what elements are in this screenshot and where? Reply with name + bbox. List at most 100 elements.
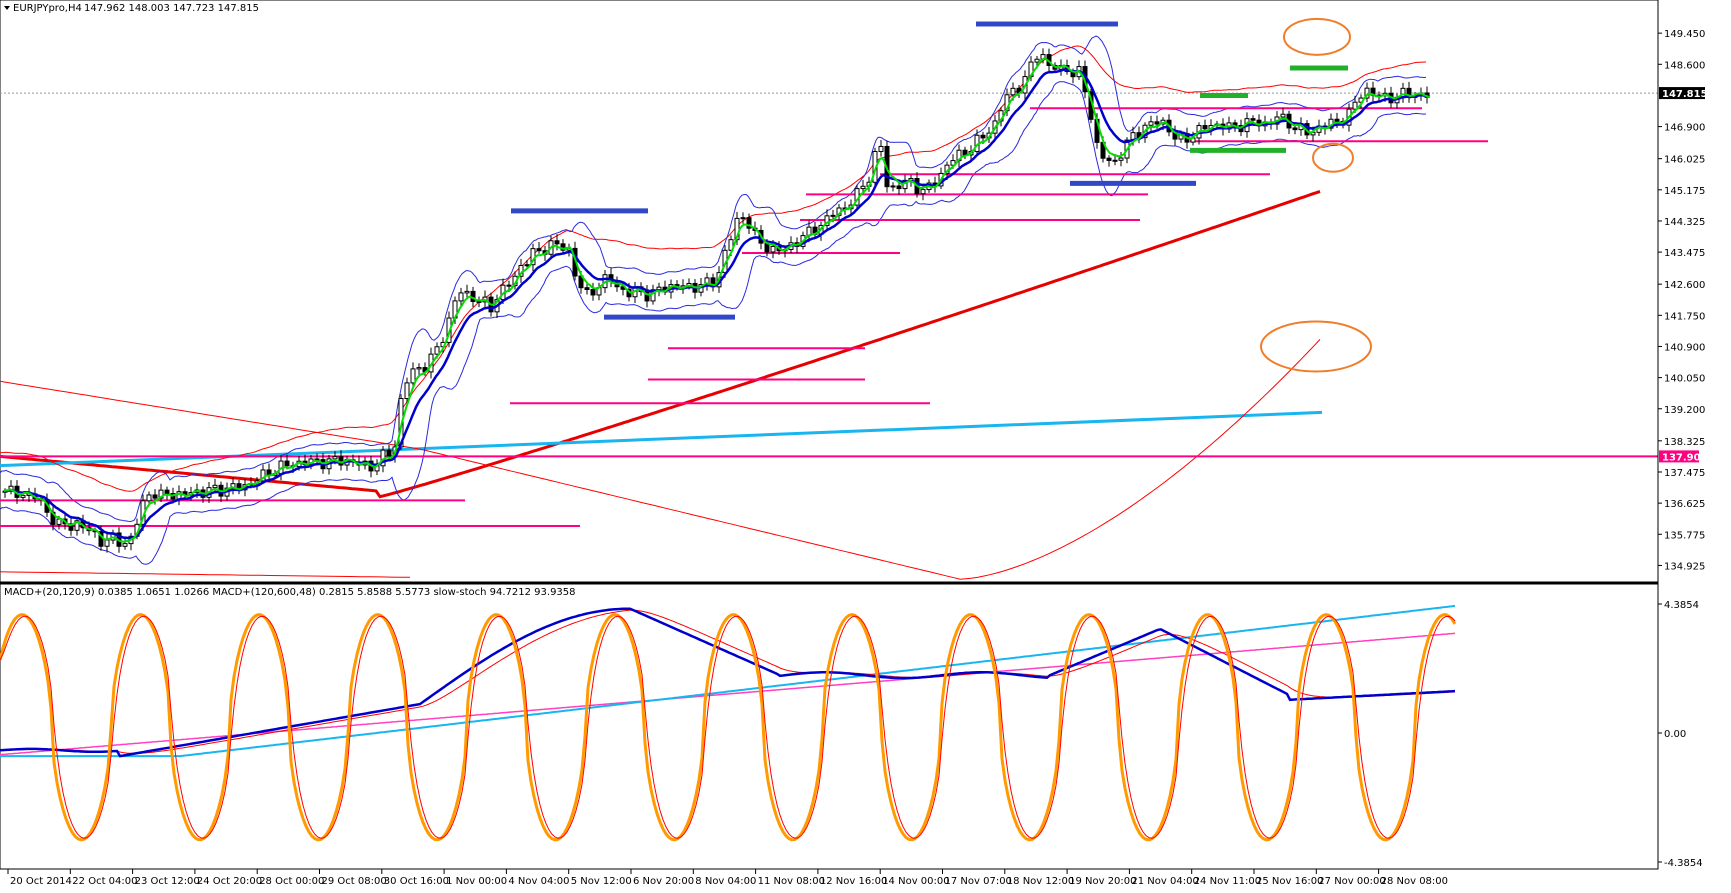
- candle-body: [404, 382, 410, 399]
- candle-body: [212, 484, 218, 489]
- time-tick-label: 4 Nov 04:00: [508, 876, 569, 887]
- candle-body: [458, 292, 464, 302]
- current-price-tag: [1659, 87, 1705, 100]
- candle-body: [860, 185, 866, 190]
- macd-short-signal-line: [0, 609, 1456, 754]
- time-tick-label: 12 Nov 16:00: [820, 876, 887, 887]
- candle: [404, 377, 410, 406]
- price-tick-label: 140.050: [1664, 374, 1705, 385]
- time-tick-label: 29 Oct 08:00: [322, 876, 387, 887]
- time-tick-label: 20 Oct 2014: [10, 876, 72, 887]
- candle-body: [476, 300, 482, 303]
- long-envelope-line: [0, 339, 1321, 580]
- price-tick-label: 135.775: [1664, 530, 1705, 541]
- candle-body: [1112, 159, 1118, 162]
- candle-body: [386, 449, 392, 457]
- candle-body: [1106, 157, 1112, 161]
- candle-body: [104, 539, 110, 547]
- price-tick-label: 138.325: [1664, 437, 1705, 448]
- time-tick-label: 11 Nov 08:00: [758, 876, 825, 887]
- price-tick-label: 149.450: [1664, 29, 1705, 40]
- indicator-label: MACD+(20,120,9) 0.0385 1.0651 1.0266 MAC…: [4, 587, 576, 598]
- highlight-circle-0[interactable]: [1283, 17, 1351, 56]
- bollinger-upper-line: [0, 35, 1427, 523]
- candle: [878, 139, 884, 157]
- time-tick-label: 28 Oct 00:00: [259, 876, 324, 887]
- candle: [554, 234, 560, 251]
- candle-body: [980, 134, 986, 139]
- time-tick-label: 28 Nov 08:00: [1381, 876, 1448, 887]
- time-tick-label: 24 Oct 20:00: [197, 876, 262, 887]
- candle-body: [332, 456, 338, 460]
- candle-body: [68, 523, 74, 531]
- candle-body: [506, 284, 512, 287]
- time-tick-label: 1 Nov 00:00: [446, 876, 507, 887]
- candle: [890, 182, 896, 192]
- ohlc-label: 147.962 148.003 147.723 147.815: [84, 3, 259, 14]
- price-tick-label: 136.625: [1664, 499, 1705, 510]
- candle-body: [410, 368, 416, 384]
- candle-body: [434, 346, 440, 355]
- candle-body: [824, 215, 830, 226]
- candle-body: [584, 287, 590, 291]
- price-tick-label: 145.175: [1664, 186, 1705, 197]
- candle: [122, 537, 128, 550]
- candle: [158, 483, 164, 503]
- indicator-tick-label: 4.3854: [1664, 600, 1699, 611]
- candle: [824, 209, 830, 230]
- price-tick-label: 143.475: [1664, 248, 1705, 259]
- time-tick-label: 21 Nov 04:00: [1131, 876, 1198, 887]
- symbol-label: EURJPYpro,H4: [13, 3, 82, 14]
- candle-body: [554, 240, 560, 245]
- price-tick-label: 148.600: [1664, 60, 1705, 71]
- candle: [1202, 119, 1208, 132]
- time-tick-label: 22 Oct 04:00: [72, 876, 137, 887]
- candle-body: [152, 494, 158, 499]
- candle: [1148, 115, 1154, 132]
- candle-body: [1154, 121, 1160, 125]
- collapse-arrow-icon[interactable]: [4, 6, 10, 10]
- level-price-label: 137.900: [1662, 452, 1708, 463]
- candle-body: [314, 458, 320, 461]
- candle-body: [878, 145, 884, 152]
- time-tick-label: 25 Nov 16:00: [1256, 876, 1323, 887]
- candle: [476, 296, 482, 308]
- candle: [458, 287, 464, 307]
- time-tick-label: 6 Nov 20:00: [633, 876, 694, 887]
- candle: [164, 486, 170, 500]
- candle-body: [284, 460, 290, 467]
- indicator-panel[interactable]: [0, 583, 1659, 870]
- candle: [464, 284, 470, 299]
- lower-envelope-line: [0, 571, 411, 578]
- time-tick-label: 18 Nov 12:00: [1007, 876, 1074, 887]
- candle-body: [524, 264, 530, 267]
- candle-body: [464, 290, 470, 294]
- price-tick-label: 140.900: [1664, 342, 1705, 353]
- candle-body: [56, 518, 62, 525]
- candle-body: [1292, 127, 1298, 131]
- candle: [584, 282, 590, 295]
- candle-body: [830, 214, 836, 217]
- highlight-circle-1[interactable]: [1312, 142, 1354, 173]
- price-tick-label: 134.925: [1664, 561, 1705, 572]
- price-tick-label: 146.025: [1664, 155, 1705, 166]
- candle-body: [590, 289, 596, 296]
- candle-body: [158, 489, 164, 499]
- macd-short-line: [0, 607, 1456, 758]
- time-tick-label: 14 Nov 00:00: [882, 876, 949, 887]
- candle-body: [146, 494, 152, 502]
- candle-body: [1280, 113, 1286, 118]
- candle: [212, 478, 218, 493]
- candle-body: [728, 239, 734, 251]
- candle-body: [20, 494, 26, 498]
- candle-body: [74, 520, 80, 531]
- time-tick-label: 17 Nov 07:00: [945, 876, 1012, 887]
- time-tick-label: 5 Nov 12:00: [571, 876, 632, 887]
- candle: [410, 362, 416, 387]
- time-tick-label: 27 Nov 00:00: [1318, 876, 1385, 887]
- candle-body: [122, 543, 128, 547]
- highlight-circle-2[interactable]: [1260, 320, 1372, 373]
- indicator-tick-label: 0.00: [1664, 729, 1686, 740]
